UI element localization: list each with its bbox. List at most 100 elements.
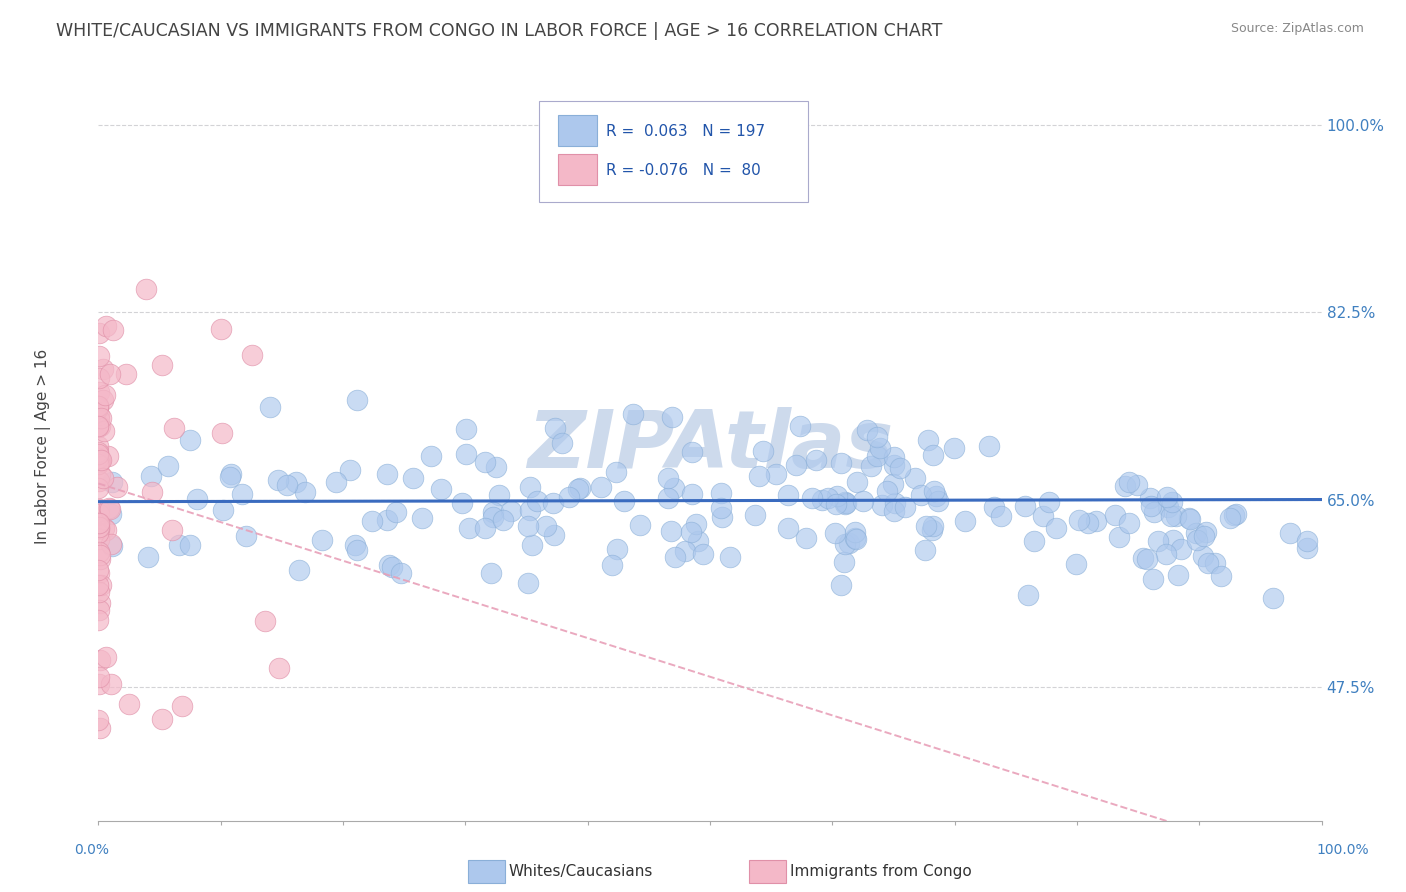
Point	[474, 455, 496, 469]
Point	[254, 614, 277, 628]
Point	[834, 537, 856, 551]
Point	[419, 449, 441, 463]
Point	[1164, 509, 1187, 524]
Point	[785, 458, 807, 472]
Point	[1118, 475, 1140, 490]
Point	[162, 523, 184, 537]
Point	[93, 520, 115, 534]
Point	[150, 712, 173, 726]
Point	[87, 447, 110, 461]
Point	[852, 493, 875, 508]
Point	[100, 536, 122, 550]
Point	[983, 500, 1005, 515]
Point	[89, 548, 111, 562]
Point	[87, 578, 110, 592]
Point	[167, 538, 190, 552]
Point	[378, 558, 401, 572]
Point	[179, 538, 201, 552]
Point	[830, 456, 852, 470]
Point	[267, 660, 290, 674]
Point	[1225, 507, 1247, 521]
Point	[115, 367, 138, 381]
Text: R = -0.076   N =  80: R = -0.076 N = 80	[606, 162, 761, 178]
Point	[163, 421, 186, 435]
Point	[801, 491, 824, 505]
Point	[1219, 511, 1241, 525]
Point	[1114, 478, 1136, 492]
Point	[865, 449, 887, 463]
Point	[481, 510, 503, 524]
Point	[89, 653, 111, 667]
Point	[87, 563, 110, 577]
Point	[922, 519, 945, 533]
Point	[536, 518, 558, 533]
Point	[1143, 505, 1166, 519]
Point	[1178, 511, 1201, 525]
Point	[87, 516, 110, 531]
Point	[488, 487, 510, 501]
Point	[150, 358, 173, 372]
Text: ZIPAtlas: ZIPAtlas	[527, 407, 893, 485]
Point	[375, 467, 398, 481]
Point	[98, 500, 121, 515]
Point	[870, 498, 893, 512]
Point	[479, 566, 502, 581]
Point	[543, 528, 565, 542]
Point	[883, 450, 905, 465]
Point	[710, 510, 733, 524]
Point	[135, 282, 157, 296]
Point	[810, 493, 832, 508]
Point	[172, 698, 194, 713]
Point	[613, 494, 636, 508]
Point	[87, 481, 110, 495]
Point	[451, 496, 474, 510]
Point	[1161, 494, 1184, 508]
Point	[681, 445, 703, 459]
Point	[685, 516, 707, 531]
Point	[276, 477, 298, 491]
Point	[1045, 521, 1067, 535]
Point	[806, 453, 828, 467]
Point	[89, 412, 111, 426]
Point	[87, 613, 110, 627]
Text: WHITE/CAUCASIAN VS IMMIGRANTS FROM CONGO IN LABOR FORCE | AGE > 16 CORRELATION C: WHITE/CAUCASIAN VS IMMIGRANTS FROM CONGO…	[56, 22, 942, 40]
Point	[89, 566, 111, 580]
Point	[1085, 514, 1108, 528]
Point	[1295, 541, 1317, 555]
Point	[1222, 508, 1244, 522]
Point	[882, 476, 904, 491]
Point	[1118, 516, 1140, 530]
Point	[186, 492, 208, 507]
Point	[1069, 512, 1091, 526]
Point	[927, 494, 949, 508]
Point	[866, 430, 889, 444]
Point	[752, 443, 775, 458]
Point	[681, 486, 703, 500]
Point	[883, 503, 905, 517]
Point	[402, 471, 425, 485]
Point	[89, 475, 111, 489]
Point	[87, 450, 110, 465]
Point	[662, 481, 685, 495]
Point	[93, 471, 115, 485]
FancyBboxPatch shape	[558, 115, 598, 146]
Point	[522, 538, 544, 552]
Point	[661, 409, 683, 424]
Point	[688, 534, 710, 549]
Point	[844, 524, 866, 539]
Point	[1170, 541, 1192, 556]
Point	[89, 418, 111, 433]
Point	[346, 543, 368, 558]
Point	[543, 421, 565, 435]
Point	[657, 491, 679, 505]
Point	[87, 501, 110, 516]
Point	[454, 447, 477, 461]
Point	[856, 423, 879, 437]
Point	[776, 521, 799, 535]
Point	[990, 508, 1012, 523]
Point	[1136, 551, 1159, 566]
Point	[1160, 509, 1182, 524]
Point	[567, 482, 589, 496]
Point	[744, 508, 766, 522]
Point	[87, 349, 110, 363]
